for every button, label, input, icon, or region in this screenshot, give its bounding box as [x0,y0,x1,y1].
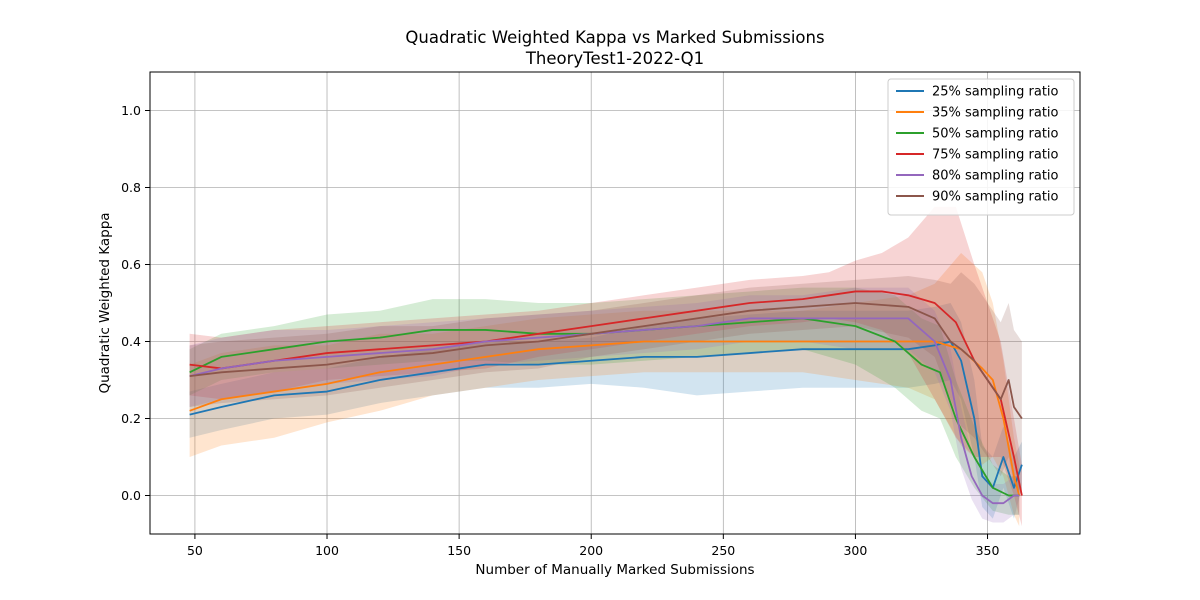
legend-label-1: 25% sampling ratio [932,85,1059,100]
legend-box [887,78,1075,216]
x-tick-label: 250 [711,543,735,558]
line-series-2 [189,340,1021,496]
x-tick-label: 300 [843,543,867,558]
x-tick-label: 100 [315,543,339,558]
legend: 25% sampling ratio 35% sampling ratio 50% … [887,78,1075,216]
x-tick-label: 200 [579,543,603,558]
band-series-3 [189,287,1020,515]
y-tick-label: 0.4 [121,334,141,349]
line-series-1 [189,340,1023,489]
x-tick-label: 150 [447,543,471,558]
y-axis-ticks: 0.0 0.2 0.4 0.6 0.8 1.0 [121,103,150,503]
line-series-6 [189,302,1023,420]
legend-label-4: 75% sampling ratio [932,148,1059,163]
line-series-3 [189,317,1020,497]
band-series-2 [189,252,1020,527]
y-tick-label: 0.2 [121,411,141,426]
band-series-4 [189,206,1022,527]
y-tick-label: 0.0 [121,488,141,503]
band-series-1 [189,303,1022,519]
y-axis-label: Quadratic Weighted Kappa [97,212,113,393]
legend-label-6: 90% sampling ratio [932,190,1059,205]
legend-label-2: 35% sampling ratio [932,106,1059,121]
band-series-5 [189,287,1020,523]
x-tick-label: 50 [187,543,203,558]
y-tick-label: 0.8 [121,180,141,195]
chart-title: Quadratic Weighted Kappa vs Marked Submi… [405,28,824,47]
chart-subtitle: TheoryTest1-2022-Q1 [525,49,704,68]
legend-label-5: 80% sampling ratio [932,169,1059,184]
plot-frame [149,71,1081,535]
band-series-6 [189,272,1022,496]
y-tick-label: 1.0 [121,103,141,118]
series-lines [189,290,1023,505]
y-tick-label: 0.6 [121,257,141,272]
x-axis-label: Number of Manually Marked Submissions [475,562,754,578]
confidence-bands [189,206,1022,527]
x-tick-label: 350 [976,543,1000,558]
legend-label-3: 50% sampling ratio [932,127,1059,142]
line-series-5 [189,317,1020,505]
x-axis-ticks: 50 100 150 200 250 300 350 [187,534,1000,558]
